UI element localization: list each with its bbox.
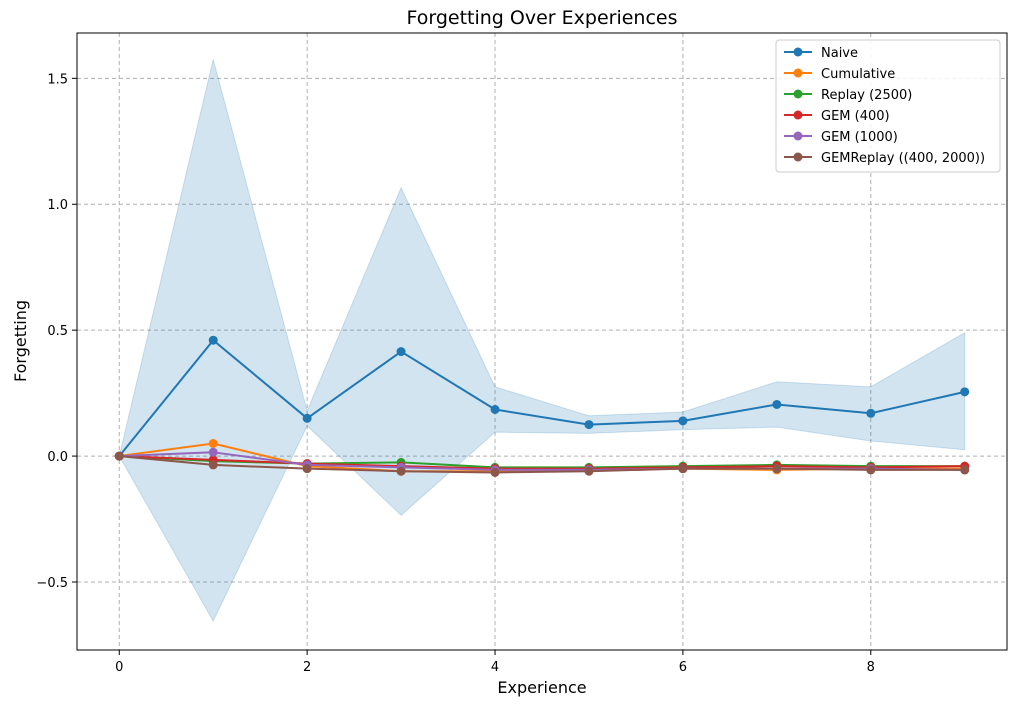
data-point-0 [302, 413, 312, 423]
y-tick-label: 1.5 [47, 72, 68, 87]
x-tick-label: 0 [115, 660, 123, 675]
data-point-5 [584, 466, 594, 476]
legend: Naive Cumulative Replay (2500) GEM (400) GEM… [775, 39, 1001, 173]
data-point-0 [584, 420, 594, 430]
legend-box [775, 39, 1001, 173]
legend-marker-1 [793, 68, 803, 78]
data-point-4 [208, 447, 218, 457]
data-point-5 [302, 464, 312, 474]
series-lines [118, 339, 965, 474]
data-point-5 [396, 466, 406, 476]
y-tick-label: 0.0 [47, 450, 68, 465]
x-axis-title: Experience [497, 678, 586, 697]
data-point-5 [208, 460, 218, 470]
x-tick-label: 6 [679, 660, 687, 675]
y-axis-title: Forgetting [11, 300, 30, 382]
data-point-0 [396, 347, 406, 357]
data-point-5 [960, 465, 970, 475]
legend-label-2: Replay (2500) [821, 88, 912, 103]
legend-label-4: GEM (1000) [821, 130, 898, 145]
y-tick-label: 1.0 [47, 198, 68, 213]
data-point-0 [866, 408, 876, 418]
data-point-0 [490, 404, 500, 414]
x-tick-label: 8 [867, 660, 875, 675]
x-axis-ticks: 0 2 4 6 8 [115, 650, 875, 675]
y-tick-label: −0.5 [36, 576, 68, 591]
plot-frame [76, 32, 1008, 651]
data-point-0 [678, 416, 688, 426]
data-point-5 [678, 464, 688, 474]
legend-marker-4 [793, 131, 803, 141]
data-point-0 [960, 387, 970, 397]
data-point-1 [208, 438, 218, 448]
series-line-3 [119, 455, 965, 470]
series-markers [114, 335, 970, 477]
legend-label-0: Naive [821, 46, 858, 61]
chart-title: Forgetting Over Experiences [406, 7, 677, 29]
y-axis-ticks: −0.5 0.0 0.5 1.0 1.5 [36, 72, 77, 591]
y-tick-label: 0.5 [47, 324, 68, 339]
series-line-5 [119, 455, 965, 474]
data-point-0 [208, 335, 218, 345]
legend-marker-2 [793, 89, 803, 99]
legend-marker-3 [793, 110, 803, 120]
x-tick-label: 4 [491, 660, 499, 675]
x-tick-label: 2 [303, 660, 311, 675]
data-point-5 [490, 467, 500, 477]
data-point-0 [772, 399, 782, 409]
grid-lines [77, 33, 1007, 650]
legend-label-5: GEMReplay ((400, 2000)) [821, 151, 985, 166]
data-point-5 [772, 464, 782, 474]
legend-label-3: GEM (400) [821, 109, 890, 124]
series-line-0 [118, 339, 965, 457]
data-point-5 [866, 465, 876, 475]
legend-label-1: Cumulative [821, 67, 895, 82]
legend-marker-5 [793, 152, 803, 162]
legend-marker-0 [793, 47, 803, 57]
data-point-5 [114, 451, 124, 461]
